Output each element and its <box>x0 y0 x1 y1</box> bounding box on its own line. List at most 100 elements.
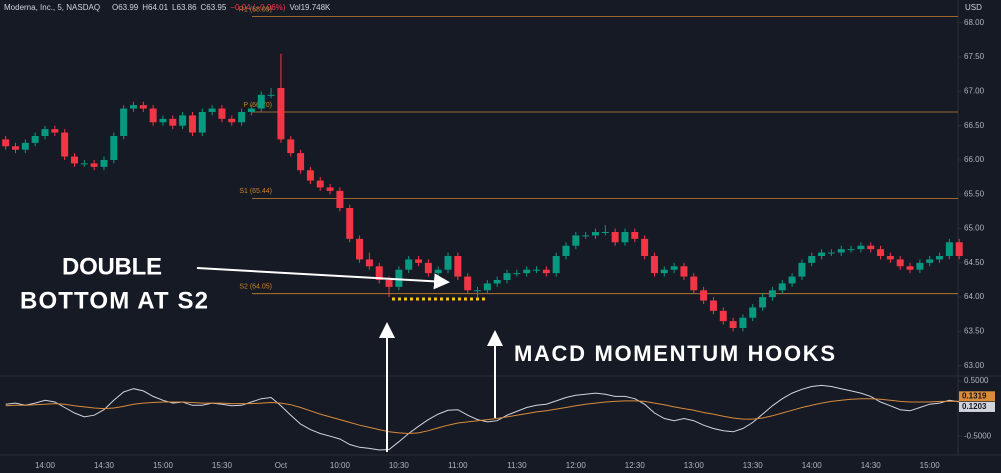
candle-body <box>129 105 137 109</box>
candle-body <box>503 273 511 280</box>
y-tick-label: 68.00 <box>964 18 985 27</box>
candle-body <box>139 105 147 109</box>
candle-body <box>375 266 383 280</box>
annotation: DOUBLE <box>62 253 162 280</box>
candle-body <box>523 269 531 274</box>
candle-body <box>798 262 806 277</box>
candle-body <box>926 259 934 263</box>
y-tick-label: 65.00 <box>964 224 985 233</box>
candle-body <box>631 231 639 239</box>
x-tick-label: 11:00 <box>448 461 468 470</box>
candle-body <box>120 108 128 136</box>
candle-body <box>238 111 246 123</box>
last-value-label: 0.1319 <box>962 391 987 400</box>
x-tick-label: Oct <box>275 461 288 470</box>
candle-body <box>110 135 118 160</box>
candle-body <box>179 115 187 126</box>
candle-body <box>267 94 275 96</box>
candle-body <box>601 231 609 233</box>
candle-body <box>709 300 717 311</box>
x-tick-label: 14:00 <box>35 461 56 470</box>
candle-body <box>591 231 599 236</box>
macd-line <box>5 398 960 435</box>
readout-item: C63.95 <box>201 3 227 12</box>
candle-body <box>808 255 816 263</box>
x-tick-label: 14:30 <box>861 461 882 470</box>
candle-body <box>857 245 865 250</box>
x-tick-label: 13:00 <box>684 461 705 470</box>
candle-body <box>533 269 540 271</box>
candle-body <box>680 266 688 277</box>
candle-body <box>149 108 157 123</box>
candle-body <box>542 269 550 274</box>
y-tick-label: 67.50 <box>964 52 985 61</box>
candle-body <box>749 307 757 318</box>
candle-body <box>208 108 216 112</box>
y-tick-label: 67.00 <box>964 87 985 96</box>
candle-body <box>454 255 462 277</box>
candle-body <box>493 279 501 284</box>
arrow <box>196 267 450 290</box>
x-tick-label: 14:30 <box>94 461 115 470</box>
candle-body <box>474 290 482 292</box>
candle-body <box>424 262 432 274</box>
candle-body <box>346 207 354 239</box>
x-tick-label: 12:30 <box>625 461 646 470</box>
candle-body <box>552 255 560 274</box>
candle-body <box>936 255 944 260</box>
y-tick-label: 64.50 <box>964 258 985 267</box>
x-tick-label: 14:00 <box>802 461 823 470</box>
candle-body <box>700 290 708 301</box>
candle-body <box>257 94 265 109</box>
candle-body <box>768 290 776 298</box>
candle-body <box>218 108 226 119</box>
candle-body <box>582 235 590 237</box>
candle-body <box>100 159 108 167</box>
readout-item: L63.86 <box>172 3 197 12</box>
candle-body <box>228 118 236 123</box>
candle-body <box>356 238 364 260</box>
candle-body <box>198 111 206 133</box>
candle-body <box>886 255 894 260</box>
candle-body <box>818 252 826 256</box>
candle-body <box>759 297 767 308</box>
candle-body <box>336 190 344 208</box>
candle-body <box>316 180 324 188</box>
candle-body <box>70 156 78 164</box>
candle-body <box>415 259 423 263</box>
candle-body <box>365 259 373 267</box>
candle-body <box>21 142 29 150</box>
candle-body <box>690 276 698 291</box>
candle-body <box>670 266 678 270</box>
candle-body <box>719 310 727 322</box>
candle-body <box>513 273 521 275</box>
candle-body <box>729 321 737 328</box>
candle-body <box>395 269 403 287</box>
y-tick-label: -0.5000 <box>964 431 992 440</box>
candle-body <box>837 249 845 253</box>
candle-body <box>287 139 295 154</box>
candle-body <box>641 238 649 256</box>
candle-body <box>306 170 314 181</box>
readout-item: −0.04 (−0.06%) <box>230 3 285 12</box>
last-value-badge <box>959 391 995 402</box>
candle-body <box>2 139 10 147</box>
symbol: Moderna, Inc., 5, NASDAQ <box>4 3 100 12</box>
x-tick-label: 15:00 <box>153 461 174 470</box>
pivot-label: S2 (64.05) <box>239 284 272 291</box>
candle-body <box>80 163 88 165</box>
candle-body <box>159 118 167 123</box>
candle-body <box>12 146 20 150</box>
candle-body <box>896 259 904 267</box>
readout-item: Vol19.748K <box>289 3 331 12</box>
pivot-label: R1 (68.09) <box>239 7 272 14</box>
x-tick-label: 10:30 <box>389 461 410 470</box>
candle-body <box>169 118 177 126</box>
candle-body <box>405 259 413 270</box>
x-tick-label: 11:30 <box>507 461 527 470</box>
last-value-badge <box>959 401 995 412</box>
candle-body <box>906 266 914 270</box>
x-tick-label: 12:00 <box>566 461 587 470</box>
candle-body <box>867 245 875 250</box>
